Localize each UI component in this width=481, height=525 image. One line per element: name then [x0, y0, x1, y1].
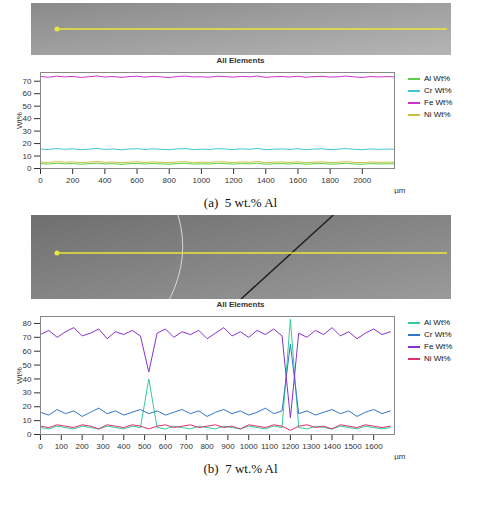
svg-text:0: 0 [38, 176, 43, 185]
html-text:All Elements: All Elements [216, 56, 265, 65]
svg-text:40: 40 [22, 114, 32, 124]
html-text:Cr Wt%: Cr Wt% [424, 330, 452, 339]
svg-text:1500: 1500 [344, 442, 362, 451]
svg-text:300: 300 [96, 442, 110, 451]
svg-text:30: 30 [22, 126, 32, 136]
svg-text:600: 600 [159, 442, 173, 451]
svg-text:800: 800 [163, 176, 177, 185]
svg-text:1000: 1000 [193, 176, 211, 185]
svg-text:200: 200 [66, 176, 80, 185]
html-text:Fe Wt%: Fe Wt% [424, 98, 453, 107]
svg-text:50: 50 [22, 360, 32, 370]
html-text:Al Wt%: Al Wt% [424, 318, 451, 327]
html-text:Al Wt%: Al Wt% [424, 74, 451, 83]
svg-text:500: 500 [138, 442, 152, 451]
svg-text:2000: 2000 [353, 176, 371, 185]
html-text:Cr Wt%: Cr Wt% [424, 86, 452, 95]
svg-text:60: 60 [23, 347, 32, 356]
svg-text:70: 70 [23, 333, 32, 342]
svg-text:0: 0 [27, 430, 32, 439]
svg-text:Wt%: Wt% [15, 367, 24, 384]
svg-text:800: 800 [200, 442, 214, 451]
svg-text:1300: 1300 [302, 442, 320, 451]
svg-text:400: 400 [117, 442, 131, 451]
svg-text:0: 0 [38, 442, 43, 451]
svg-text:1800: 1800 [321, 176, 339, 185]
svg-text:20: 20 [23, 139, 32, 148]
svg-text:60: 60 [23, 89, 32, 98]
svg-text:1000: 1000 [240, 442, 258, 451]
svg-text:10: 10 [23, 152, 32, 161]
svg-text:Wt%: Wt% [15, 112, 24, 129]
svg-text:1600: 1600 [289, 176, 307, 185]
svg-text:µm: µm [394, 186, 406, 195]
svg-text:µm: µm [394, 452, 406, 461]
svg-text:0: 0 [27, 164, 32, 173]
svg-text:600: 600 [130, 176, 144, 185]
svg-text:10: 10 [23, 416, 32, 425]
html-text:(b) 7 wt.% Al: (b) 7 wt.% Al [203, 461, 278, 476]
svg-text:80: 80 [23, 319, 32, 328]
html-text:Fe Wt%: Fe Wt% [424, 342, 453, 351]
html-text:Ni Wt%: Ni Wt% [424, 354, 451, 363]
svg-text:20: 20 [23, 402, 32, 411]
svg-text:70: 70 [23, 77, 32, 86]
svg-text:200: 200 [75, 442, 89, 451]
svg-text:1600: 1600 [365, 442, 383, 451]
svg-text:30: 30 [23, 388, 32, 397]
svg-text:1400: 1400 [257, 176, 275, 185]
svg-text:100: 100 [55, 442, 69, 451]
svg-text:700: 700 [180, 442, 194, 451]
svg-text:400: 400 [98, 176, 112, 185]
html-text:All Elements: All Elements [216, 300, 265, 309]
svg-text:50: 50 [23, 102, 32, 111]
svg-text:1100: 1100 [261, 442, 279, 451]
svg-text:1400: 1400 [323, 442, 341, 451]
svg-text:40: 40 [22, 374, 32, 384]
html-text:Ni Wt%: Ni Wt% [424, 110, 451, 119]
svg-text:1200: 1200 [225, 176, 243, 185]
svg-text:900: 900 [221, 442, 235, 451]
html-text:(a) 5 wt.% Al: (a) 5 wt.% Al [203, 195, 278, 210]
svg-text:1200: 1200 [281, 442, 299, 451]
